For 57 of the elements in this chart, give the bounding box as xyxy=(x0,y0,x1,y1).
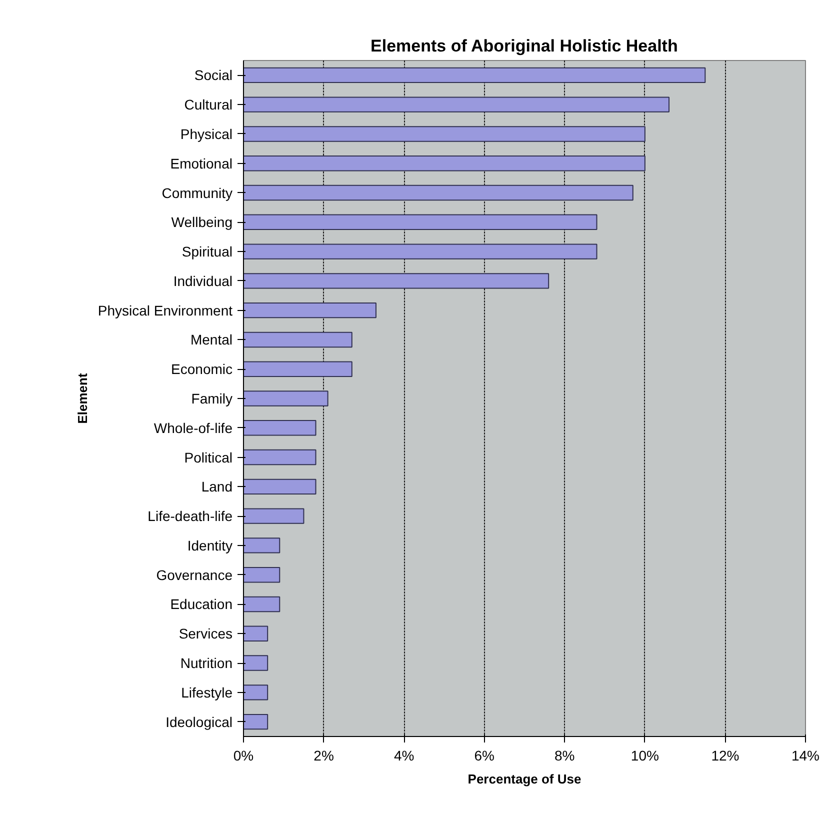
bar xyxy=(244,567,280,583)
y-tick-label: Cultural xyxy=(184,96,233,113)
y-tick-label: Physical xyxy=(180,126,233,142)
x-axis-title: Percentage of Use xyxy=(468,772,582,786)
y-tick-label: Spiritual xyxy=(182,244,233,260)
bar xyxy=(244,156,646,172)
bar xyxy=(244,508,304,524)
bar xyxy=(244,332,352,348)
bar xyxy=(244,67,706,84)
y-tick-label: Education xyxy=(170,596,233,612)
y-tick-label: Individual xyxy=(173,272,233,289)
bar xyxy=(244,538,280,554)
y-tick-label: Services xyxy=(178,626,233,642)
x-tick-label: 0% xyxy=(233,748,254,764)
bar xyxy=(244,478,316,495)
y-tick-label: Governance xyxy=(156,566,233,583)
bar xyxy=(244,420,316,436)
y-tick-label: Lifestyle xyxy=(181,684,233,700)
bar xyxy=(244,361,352,377)
bar xyxy=(244,96,670,112)
x-tick-label: 14% xyxy=(791,748,820,764)
bar xyxy=(244,626,268,642)
x-tick-label: 12% xyxy=(711,748,740,764)
y-tick-label: Land xyxy=(201,478,233,495)
y-tick-label: Life-death-life xyxy=(148,508,233,524)
y-tick-label: Whole-of-life xyxy=(154,420,233,436)
bar xyxy=(244,273,550,289)
y-tick-label: Economic xyxy=(171,361,232,378)
bar xyxy=(244,184,634,201)
x-tick-label: 6% xyxy=(474,748,494,764)
y-tick-label: Wellbeing xyxy=(171,214,233,230)
bar xyxy=(244,596,280,612)
bar xyxy=(244,684,268,700)
bar xyxy=(244,714,268,730)
y-tick-label: Family xyxy=(191,390,233,406)
bar xyxy=(244,302,376,318)
y-tick-label: Nutrition xyxy=(180,655,233,672)
x-tick-label: 8% xyxy=(554,748,575,764)
chart-title: Elements of Aboriginal Holistic Health xyxy=(370,36,678,56)
bar xyxy=(244,214,598,230)
y-tick-label: Political xyxy=(184,449,233,466)
y-axis-title: Element xyxy=(74,372,90,424)
y-tick-label: Ideological xyxy=(166,714,232,730)
y-tick-label: Identity xyxy=(187,537,233,554)
x-tick-label: 2% xyxy=(314,748,334,764)
bar xyxy=(244,655,268,671)
y-tick-label: Community xyxy=(162,184,233,201)
bar xyxy=(244,449,316,466)
y-tick-label: Physical Environment xyxy=(98,302,233,318)
y-tick-label: Emotional xyxy=(170,155,233,172)
y-tick-label: Mental xyxy=(190,332,233,348)
x-tick-label: 4% xyxy=(394,748,414,764)
bar xyxy=(244,244,598,260)
bar xyxy=(244,390,328,406)
x-tick-label: 10% xyxy=(630,748,659,764)
bar xyxy=(244,126,646,142)
y-tick-label: Social xyxy=(194,67,233,84)
